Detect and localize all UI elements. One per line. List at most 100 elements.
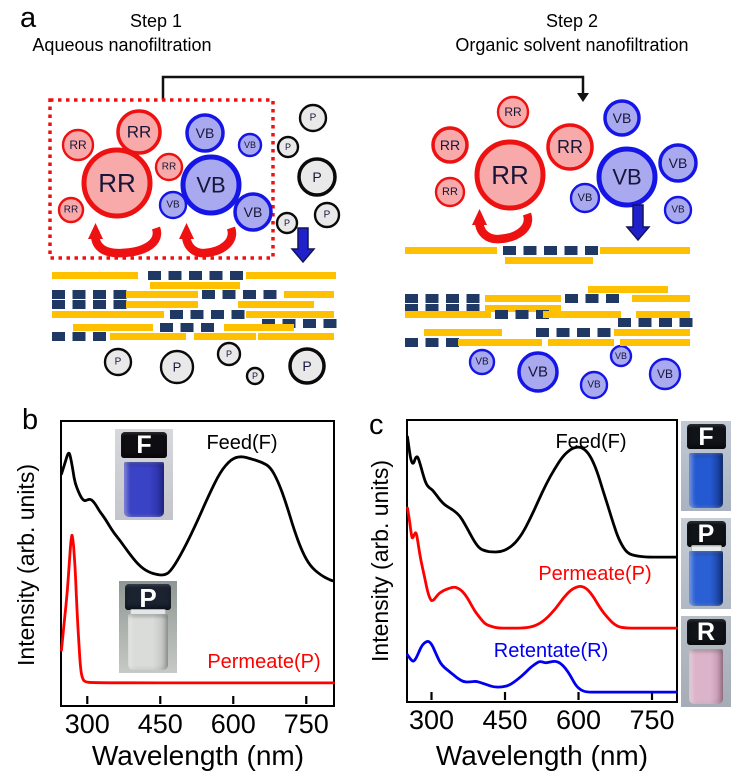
membrane-pillar-dash (180, 323, 194, 332)
permeation-down-arrow-icon (290, 227, 316, 264)
step2-title: Step 2 (545, 11, 599, 31)
particle-p-label: P (226, 349, 232, 359)
vial-letter-f: F (698, 422, 714, 451)
particle-p-label: P (173, 360, 182, 375)
particle-vb-label: VB (244, 140, 256, 150)
particle-vb-circle (596, 146, 658, 208)
chart-c-feed-label: Feed(F) (555, 431, 626, 453)
membrane-pillar-dash (303, 319, 316, 328)
recycle-arrowhead-icon (88, 223, 103, 239)
particle-vb-circle (658, 143, 698, 183)
particle-vb-label: VB (528, 364, 548, 381)
vial-letter-r: R (696, 617, 716, 646)
particle-rr-circle (81, 147, 153, 219)
membrane-pillar-dash (211, 310, 224, 319)
membrane-pillar-dash (618, 318, 631, 327)
membrane-pillar-dash (93, 290, 106, 299)
step2-subtitle: Organic solvent nanofiltration (455, 35, 689, 55)
panel-c-label: c (369, 409, 384, 441)
particle-rr-circle (61, 128, 95, 162)
particle-vb-label: VB (669, 155, 688, 171)
particle-p-label: P (115, 357, 122, 368)
particle-rr-circle (546, 123, 594, 171)
membrane-pillar-dash (425, 294, 439, 303)
membrane-pillar-dash (564, 246, 578, 255)
membrane-sheet-bar (405, 311, 491, 318)
particle-rr-label: RR (98, 168, 136, 198)
membrane-sheet-bar (620, 339, 690, 346)
membrane-sheet-bar (246, 272, 336, 279)
chart-b-x-axis-label: Wavelength (nm) (92, 740, 304, 771)
vial-cap (686, 424, 726, 450)
vial-liquid (689, 648, 723, 705)
vial-photo-c-r: R (681, 616, 731, 707)
particle-vb-label: VB (612, 165, 641, 190)
vial-letter-p: P (697, 519, 715, 548)
particle-p-circle (159, 349, 195, 385)
chart-c-y-axis-label: Intensity (arb. units) (367, 460, 393, 662)
membrane-pillar-dash (201, 323, 214, 332)
membrane-pillar-dash (606, 294, 619, 303)
particle-p-circle (275, 211, 299, 235)
particle-vb-label: VB (244, 204, 263, 220)
membrane-pillar-dash (585, 294, 599, 303)
chart-b-frame (60, 420, 335, 707)
connector-arrowhead-icon (577, 93, 589, 102)
vial-liquid (689, 550, 723, 607)
vial-photo-b-f: F (115, 429, 173, 520)
membrane-sheet-bar (246, 311, 334, 318)
particle-vb-label: VB (578, 192, 593, 204)
membrane-sheet-bar (548, 339, 614, 346)
particle-p-circle (245, 366, 265, 386)
particle-vb-circle (517, 351, 559, 393)
membrane-sheet-bar (150, 282, 240, 289)
permeation-down-arrow-icon (625, 204, 651, 242)
spectrum-curve-feedf (406, 435, 678, 559)
membrane-pillar-dash (52, 300, 65, 309)
membrane-pillar-dash (148, 271, 161, 280)
vial-cap (125, 584, 171, 610)
particle-vb-label: VB (587, 380, 601, 391)
membrane-pillar-dash (405, 304, 418, 313)
membrane-pillar-dash (577, 328, 590, 337)
chart-c-x-axis-label: Wavelength (nm) (436, 740, 648, 771)
x-axis-tick-label: 300 (409, 705, 454, 735)
membrane-sheet-bar (284, 291, 334, 298)
step1-subtitle: Aqueous nanofiltration (32, 35, 212, 55)
x-axis-tick-label: 450 (138, 709, 183, 739)
chart-b-group: 300 450 600 750 (60, 420, 335, 739)
particle-vb-circle (468, 348, 496, 376)
particle-vb-circle (603, 99, 641, 137)
membrane-pillar-dash (405, 294, 418, 303)
membrane-pillar-dash (263, 290, 277, 299)
vial-letter-f: F (136, 430, 152, 459)
vial-photo-c-f: F (681, 421, 731, 511)
vial-photo-c-p: P (681, 518, 731, 609)
membrane-pillar-dash (52, 290, 65, 299)
particle-p-label: P (324, 210, 331, 221)
membrane-pillar-dash (72, 300, 86, 309)
particle-p-label: P (285, 142, 291, 152)
membrane-pillar-dash (52, 332, 65, 341)
membrane-pillar-dash (170, 310, 183, 319)
particle-p-label: P (284, 218, 290, 228)
vial-liquid (124, 461, 164, 518)
x-axis-tick-label: 600 (211, 709, 256, 739)
recycle-arrow-icon (474, 212, 533, 244)
membrane-sheet-bar (588, 286, 668, 293)
spectrum-curve-permeatep (406, 506, 678, 630)
x-axis-tick-label: 750 (284, 709, 329, 739)
particle-vb-label: VB (671, 205, 685, 216)
membrane-pillar-dash (323, 319, 337, 328)
membrane-sheet-bar (194, 333, 256, 340)
membrane-pillar-dash (72, 332, 86, 341)
membrane-sheet-bar (110, 333, 186, 340)
membrane-pillar-dash (536, 328, 549, 337)
particle-p-label: P (302, 358, 311, 374)
chart-c-retentate-label: Retentate(R) (494, 640, 609, 662)
membrane-pillar-dash (72, 290, 86, 299)
particle-p-circle (313, 201, 341, 229)
membrane-pillar-dash (243, 290, 256, 299)
